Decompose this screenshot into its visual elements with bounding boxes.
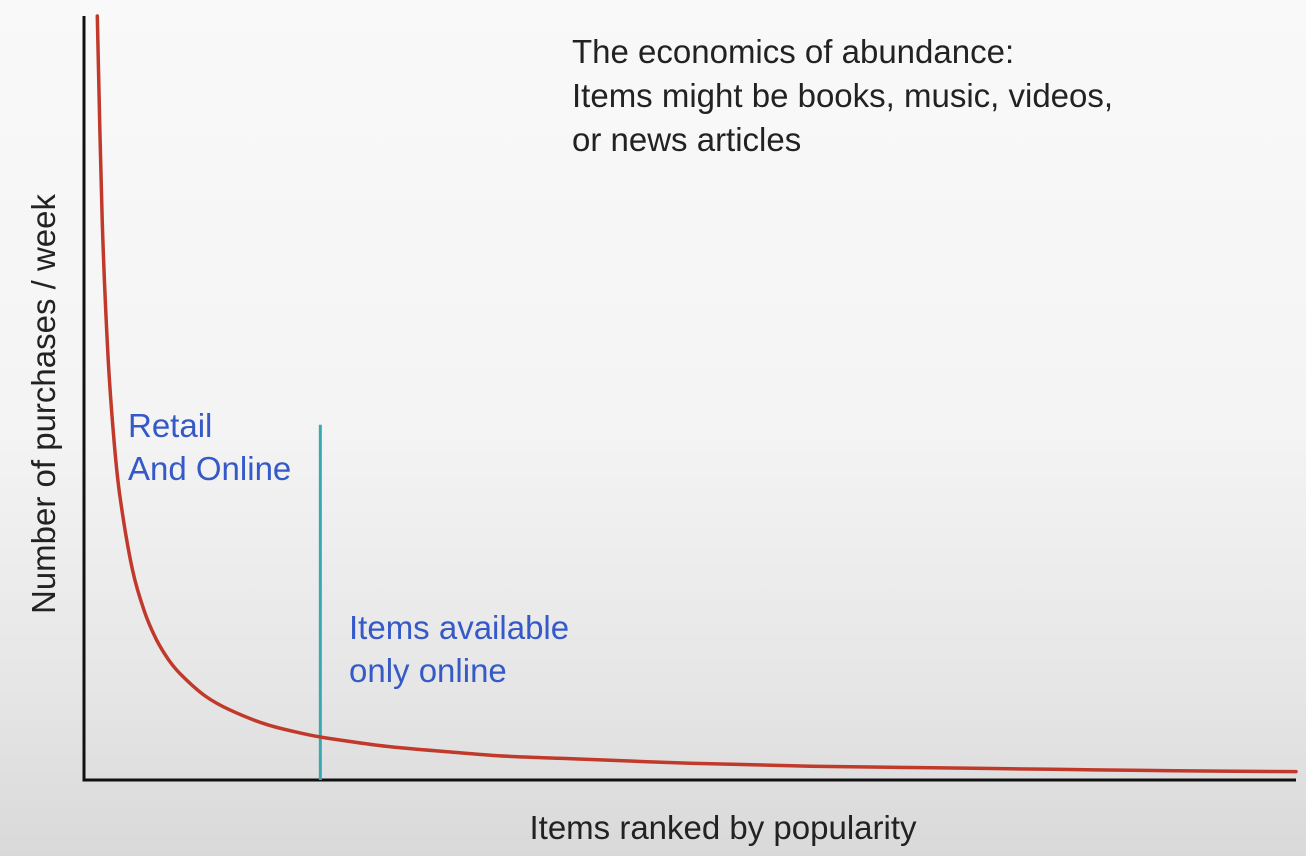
online-only-label: Items available only online <box>349 606 569 692</box>
retail-and-online-label: Retail And Online <box>128 404 291 490</box>
retail-label-line-1: Retail <box>128 407 213 444</box>
retail-label-line-2: And Online <box>128 450 292 487</box>
chart-title-line-1: The economics of abundance: <box>572 33 1015 70</box>
y-axis-label: Number of purchases / week <box>25 193 62 615</box>
chart-title-line-2: Items might be books, music, videos, <box>572 77 1114 114</box>
x-axis-label: Items ranked by popularity <box>529 809 917 846</box>
online-label-line-1: Items available <box>349 609 570 646</box>
chart-title-line-3: or news articles <box>572 121 802 158</box>
online-label-line-2: only online <box>349 652 507 689</box>
chart-title: The economics of abundance: Items might … <box>572 30 1113 162</box>
long-tail-curve-0 <box>95 14 1298 774</box>
